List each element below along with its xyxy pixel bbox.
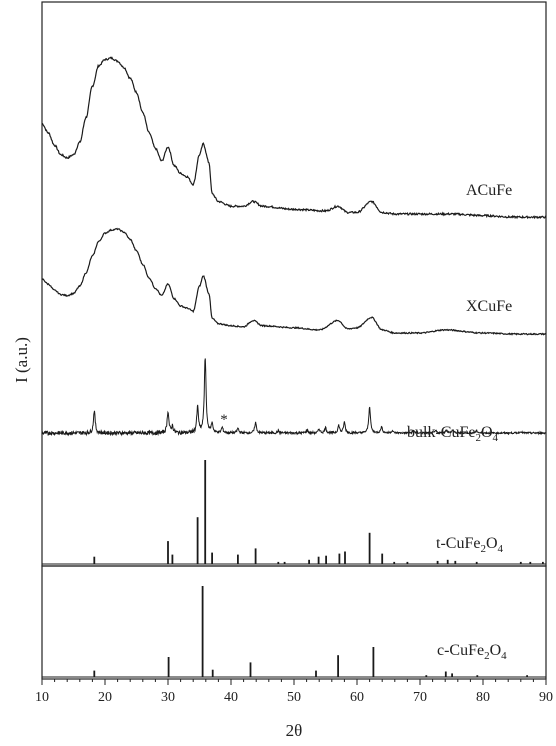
- peak-annotation-asterisk: *: [220, 412, 228, 428]
- x-tick-label: 30: [161, 690, 175, 705]
- x-tick-label: 60: [350, 690, 364, 705]
- series-xcufe: [41, 227, 547, 336]
- series-label-acufe: ACuFe: [466, 182, 512, 199]
- series-layer: *: [41, 56, 547, 678]
- x-tick-label: 50: [287, 690, 301, 705]
- series-t-cufe2o4: [42, 460, 546, 565]
- x-tick-label: 40: [224, 690, 238, 705]
- y-axis-label: I (a.u.): [12, 337, 31, 383]
- series-label-c-cufe2o4: c-CuFe2O4: [437, 642, 507, 662]
- x-tick-label: 70: [413, 690, 427, 705]
- x-tick-label: 10: [35, 690, 49, 705]
- series-line-bulk-cufe2o4: [41, 358, 547, 437]
- bottom-panel-frame: [41, 565, 547, 680]
- x-axis-label: 2θ: [286, 721, 303, 740]
- series-label-xcufe: XCuFe: [466, 298, 512, 315]
- series-acufe: [41, 56, 547, 220]
- series-label-bulk-cufe2o4: bulk-CuFe2O4: [407, 424, 499, 444]
- series-line-xcufe: [41, 227, 547, 336]
- series-c-cufe2o4: [42, 586, 546, 678]
- x-tick-label: 80: [476, 690, 490, 705]
- x-axis-ticks: 10 20 30 40 50 60 70 80 90: [35, 679, 553, 705]
- x-tick-label: 20: [98, 690, 112, 705]
- series-label-t-cufe2o4: t-CuFe2O4: [436, 535, 504, 555]
- top-panel-frame: [41, 1, 547, 567]
- x-tick-label: 90: [539, 690, 553, 705]
- series-bulk-cufe2o4: *: [41, 358, 547, 437]
- series-line-acufe: [41, 56, 547, 220]
